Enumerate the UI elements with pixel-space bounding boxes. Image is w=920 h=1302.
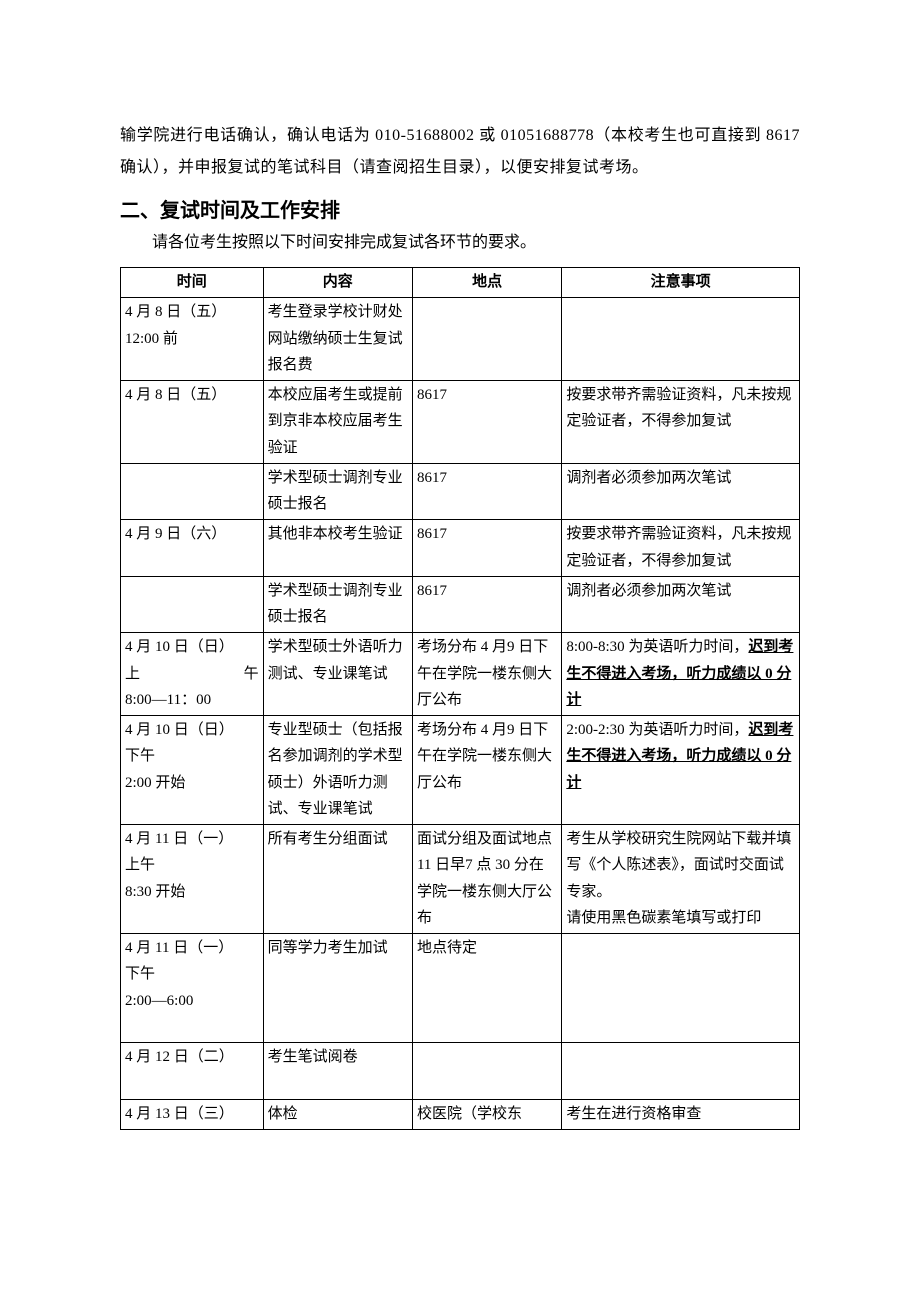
cell-time [121, 576, 264, 633]
intro-paragraph: 输学院进行电话确认，确认电话为 010-51688002 或 010516887… [120, 120, 800, 184]
table-row: 4 月 10 日（日）下午2:00 开始专业型硕士（包括报名参加调剂的学术型硕士… [121, 716, 800, 825]
cell-notice: 调剂者必须参加两次笔试 [562, 463, 800, 520]
cell-location [412, 298, 561, 381]
cell-content: 其他非本校考生验证 [263, 520, 412, 577]
table-row: 4 月 11 日（一）下午2:00—6:00 同等学力考生加试地点待定 [121, 934, 800, 1043]
cell-content: 同等学力考生加试 [263, 934, 412, 1043]
cell-notice: 按要求带齐需验证资料，凡未按规定验证者，不得参加复试 [562, 381, 800, 464]
table-row: 4 月 9 日（六）其他非本校考生验证8617按要求带齐需验证资料，凡未按规定验… [121, 520, 800, 577]
schedule-intro: 请各位考生按照以下时间安排完成复试各环节的要求。 [120, 227, 800, 259]
cell-notice [562, 1043, 800, 1100]
cell-time: 4 月 11 日（一）上午8:30 开始 [121, 825, 264, 934]
cell-content: 学术型硕士调剂专业硕士报名 [263, 463, 412, 520]
table-row: 4 月 12 日（二） 考生笔试阅卷 [121, 1043, 800, 1100]
table-row: 4 月 13 日（三）体检校医院（学校东考生在进行资格审查 [121, 1099, 800, 1129]
table-row: 4 月 8 日（五）本校应届考生或提前到京非本校应届考生验证8617按要求带齐需… [121, 381, 800, 464]
cell-time [121, 463, 264, 520]
cell-content: 体检 [263, 1099, 412, 1129]
cell-location: 考场分布 4 月9 日下午在学院一楼东侧大厅公布 [412, 716, 561, 825]
cell-time: 4 月 13 日（三） [121, 1099, 264, 1129]
cell-notice: 考生从学校研究生院网站下载并填写《个人陈述表》，面试时交面试专家。请使用黑色碳素… [562, 825, 800, 934]
cell-location: 8617 [412, 576, 561, 633]
header-time: 时间 [121, 268, 264, 298]
cell-notice: 调剂者必须参加两次笔试 [562, 576, 800, 633]
cell-notice: 考生在进行资格审查 [562, 1099, 800, 1129]
cell-content: 考生登录学校计财处网站缴纳硕士生复试报名费 [263, 298, 412, 381]
cell-time: 4 月 11 日（一）下午2:00—6:00 [121, 934, 264, 1043]
header-location: 地点 [412, 268, 561, 298]
cell-location: 考场分布 4 月9 日下午在学院一楼东侧大厅公布 [412, 633, 561, 716]
cell-location: 面试分组及面试地点 11 日早7 点 30 分在学院一楼东侧大厅公布 [412, 825, 561, 934]
section-heading: 二、复试时间及工作安排 [120, 194, 800, 223]
cell-notice: 按要求带齐需验证资料，凡未按规定验证者，不得参加复试 [562, 520, 800, 577]
cell-location: 8617 [412, 381, 561, 464]
table-row: 4 月 11 日（一）上午8:30 开始所有考生分组面试面试分组及面试地点 11… [121, 825, 800, 934]
cell-notice [562, 934, 800, 1043]
header-notice: 注意事项 [562, 268, 800, 298]
cell-notice [562, 298, 800, 381]
cell-time: 4 月 10 日（日）上午8:00—11：00 [121, 633, 264, 716]
table-header-row: 时间 内容 地点 注意事项 [121, 268, 800, 298]
cell-location: 校医院（学校东 [412, 1099, 561, 1129]
cell-time: 4 月 8 日（五） [121, 381, 264, 464]
cell-time: 4 月 12 日（二） [121, 1043, 264, 1100]
cell-time: 4 月 8 日（五）12:00 前 [121, 298, 264, 381]
cell-content: 考生笔试阅卷 [263, 1043, 412, 1100]
cell-content: 专业型硕士（包括报名参加调剂的学术型硕士）外语听力测试、专业课笔试 [263, 716, 412, 825]
cell-time: 4 月 9 日（六） [121, 520, 264, 577]
table-row: 4 月 10 日（日）上午8:00—11：00学术型硕士外语听力测试、专业课笔试… [121, 633, 800, 716]
header-content: 内容 [263, 268, 412, 298]
cell-location [412, 1043, 561, 1100]
table-row: 学术型硕士调剂专业硕士报名8617调剂者必须参加两次笔试 [121, 576, 800, 633]
cell-notice: 8:00-8:30 为英语听力时间，迟到考生不得进入考场，听力成绩以 0 分计 [562, 633, 800, 716]
cell-time: 4 月 10 日（日）下午2:00 开始 [121, 716, 264, 825]
cell-location: 地点待定 [412, 934, 561, 1043]
cell-content: 所有考生分组面试 [263, 825, 412, 934]
cell-content: 学术型硕士调剂专业硕士报名 [263, 576, 412, 633]
cell-content: 本校应届考生或提前到京非本校应届考生验证 [263, 381, 412, 464]
table-row: 4 月 8 日（五）12:00 前考生登录学校计财处网站缴纳硕士生复试报名费 [121, 298, 800, 381]
table-row: 学术型硕士调剂专业硕士报名8617调剂者必须参加两次笔试 [121, 463, 800, 520]
cell-content: 学术型硕士外语听力测试、专业课笔试 [263, 633, 412, 716]
cell-location: 8617 [412, 463, 561, 520]
cell-location: 8617 [412, 520, 561, 577]
schedule-table: 时间 内容 地点 注意事项 4 月 8 日（五）12:00 前考生登录学校计财处… [120, 267, 800, 1130]
cell-notice: 2:00-2:30 为英语听力时间，迟到考生不得进入考场，听力成绩以 0 分计 [562, 716, 800, 825]
